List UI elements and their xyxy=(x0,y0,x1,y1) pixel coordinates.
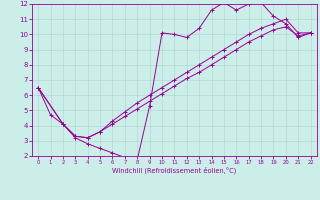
X-axis label: Windchill (Refroidissement éolien,°C): Windchill (Refroidissement éolien,°C) xyxy=(112,167,236,174)
